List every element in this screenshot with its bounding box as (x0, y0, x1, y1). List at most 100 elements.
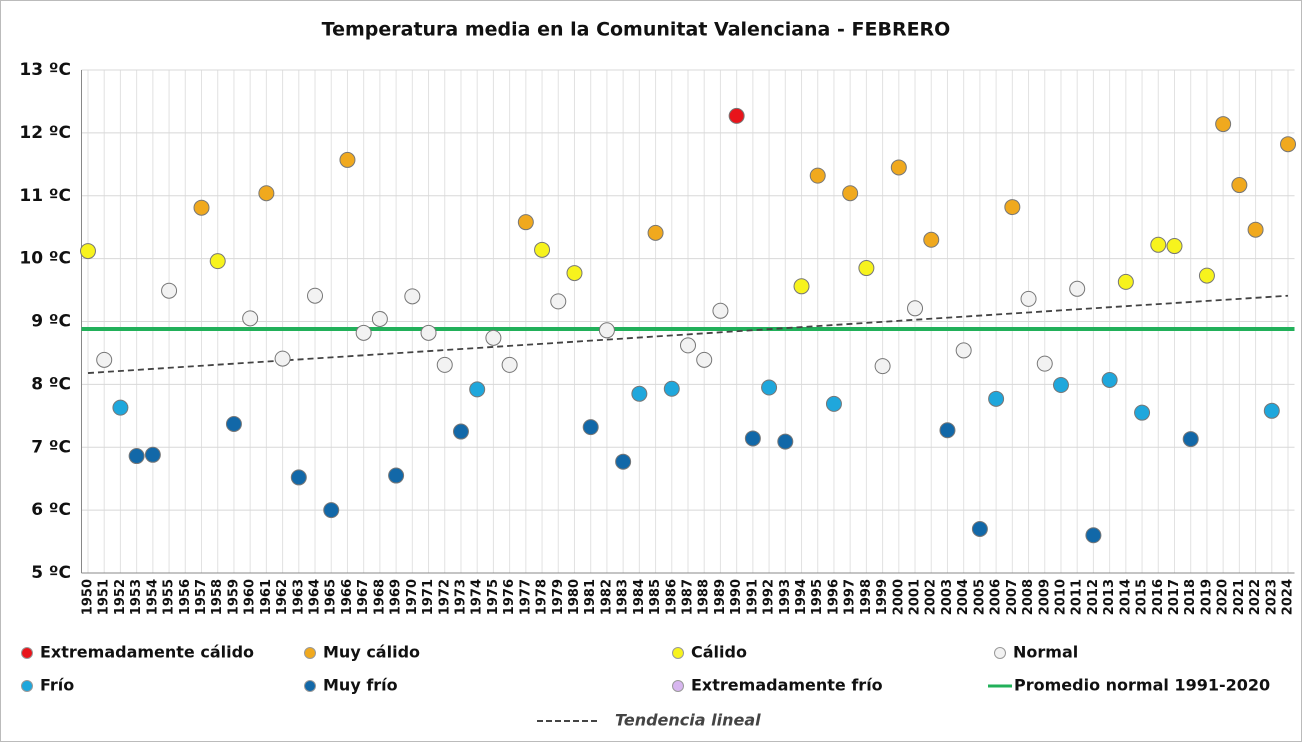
x-tick-label: 1952 (113, 579, 128, 615)
point (534, 241, 551, 258)
x-tick-label: 1989 (713, 579, 728, 615)
point (388, 467, 405, 484)
point (890, 159, 907, 176)
x-tick-label: 1986 (664, 579, 679, 615)
x-tick-label: 2021 (1232, 579, 1247, 615)
legend-label: Normal (1013, 643, 1078, 662)
legend-label: Extremadamente frío (691, 676, 883, 695)
x-tick-label: 1963 (291, 579, 306, 615)
x-tick-label: 1983 (616, 579, 631, 615)
point (436, 356, 453, 373)
x-tick-label: 1990 (729, 579, 744, 615)
x-tick-label: 2016 (1151, 579, 1166, 615)
x-tick-label: 1980 (567, 579, 582, 615)
point (809, 167, 826, 184)
x-tick-label: 2024 (1281, 579, 1296, 615)
point (631, 385, 648, 402)
x-tick-label: 1975 (486, 579, 501, 615)
point (1036, 355, 1053, 372)
point (1085, 527, 1102, 544)
x-tick-label: 1991 (745, 579, 760, 615)
x-tick-label: 2018 (1183, 579, 1198, 615)
x-tick-label: 1993 (778, 579, 793, 615)
x-tick-label: 1982 (599, 579, 614, 615)
point (858, 260, 875, 277)
point (258, 185, 275, 202)
point (744, 430, 761, 447)
point (1215, 116, 1232, 133)
legend-marker (304, 647, 316, 659)
x-tick-label: 1958 (210, 579, 225, 615)
point (1280, 136, 1297, 153)
x-tick-label: 1970 (405, 579, 420, 615)
point (874, 358, 891, 375)
y-tick-label: 11 ºC (19, 186, 71, 206)
x-tick-label: 1999 (875, 579, 890, 615)
point (1150, 236, 1167, 253)
point (501, 356, 518, 373)
x-tick-label: 2009 (1037, 579, 1052, 615)
x-tick-label: 2019 (1199, 579, 1214, 615)
x-tick-label: 1968 (372, 579, 387, 615)
point (777, 433, 794, 450)
point (1166, 238, 1183, 255)
x-tick-label: 2000 (891, 579, 906, 615)
point (128, 448, 145, 465)
legend-marker (672, 680, 684, 692)
point (193, 199, 210, 216)
point (825, 395, 842, 412)
point (517, 214, 534, 231)
legend-label: Tendencia lineal (615, 711, 761, 730)
x-tick-label: 2005 (972, 579, 987, 615)
x-tick-label: 2011 (1070, 579, 1085, 615)
point (988, 390, 1005, 407)
x-tick-label: 1967 (356, 579, 371, 615)
point (1004, 199, 1021, 216)
point (955, 342, 972, 359)
point (225, 415, 242, 432)
point (209, 253, 226, 270)
point (550, 293, 567, 310)
point (1231, 177, 1248, 194)
legend-marker (994, 647, 1006, 659)
point (339, 151, 356, 168)
x-tick-label: 1985 (648, 579, 663, 615)
point (647, 224, 664, 241)
x-tick-label: 1964 (308, 579, 323, 615)
chart-title: Temperatura media en la Comunitat Valenc… (322, 19, 951, 41)
legend-label: Cálido (691, 643, 747, 662)
point (355, 324, 372, 341)
x-tick-label: 2004 (956, 579, 971, 615)
point (728, 107, 745, 124)
point (1069, 280, 1086, 297)
point (420, 324, 437, 341)
point (307, 287, 324, 304)
point (144, 446, 161, 463)
x-tick-label: 2006 (989, 579, 1004, 615)
point (793, 278, 810, 295)
point (79, 243, 96, 260)
point (566, 265, 583, 282)
point (274, 350, 291, 367)
x-tick-label: 1955 (162, 579, 177, 615)
x-tick-label: 2002 (924, 579, 939, 615)
y-tick-label: 12 ºC (19, 123, 71, 143)
x-tick-label: 2014 (1118, 579, 1133, 615)
x-tick-label: 1992 (762, 579, 777, 615)
point (663, 380, 680, 397)
x-tick-label: 1978 (535, 579, 550, 615)
x-tick-label: 1962 (275, 579, 290, 615)
x-tick-label: 2010 (1053, 579, 1068, 615)
x-tick-label: 1977 (518, 579, 533, 615)
x-tick-label: 1956 (178, 579, 193, 615)
point (907, 300, 924, 317)
legend-marker (21, 680, 33, 692)
x-tick-label: 1961 (259, 579, 274, 615)
x-tick-label: 1997 (843, 579, 858, 615)
point (696, 351, 713, 368)
x-tick-label: 1957 (194, 579, 209, 615)
point (242, 310, 259, 327)
x-tick-label: 2012 (1086, 579, 1101, 615)
x-tick-label: 1972 (437, 579, 452, 615)
